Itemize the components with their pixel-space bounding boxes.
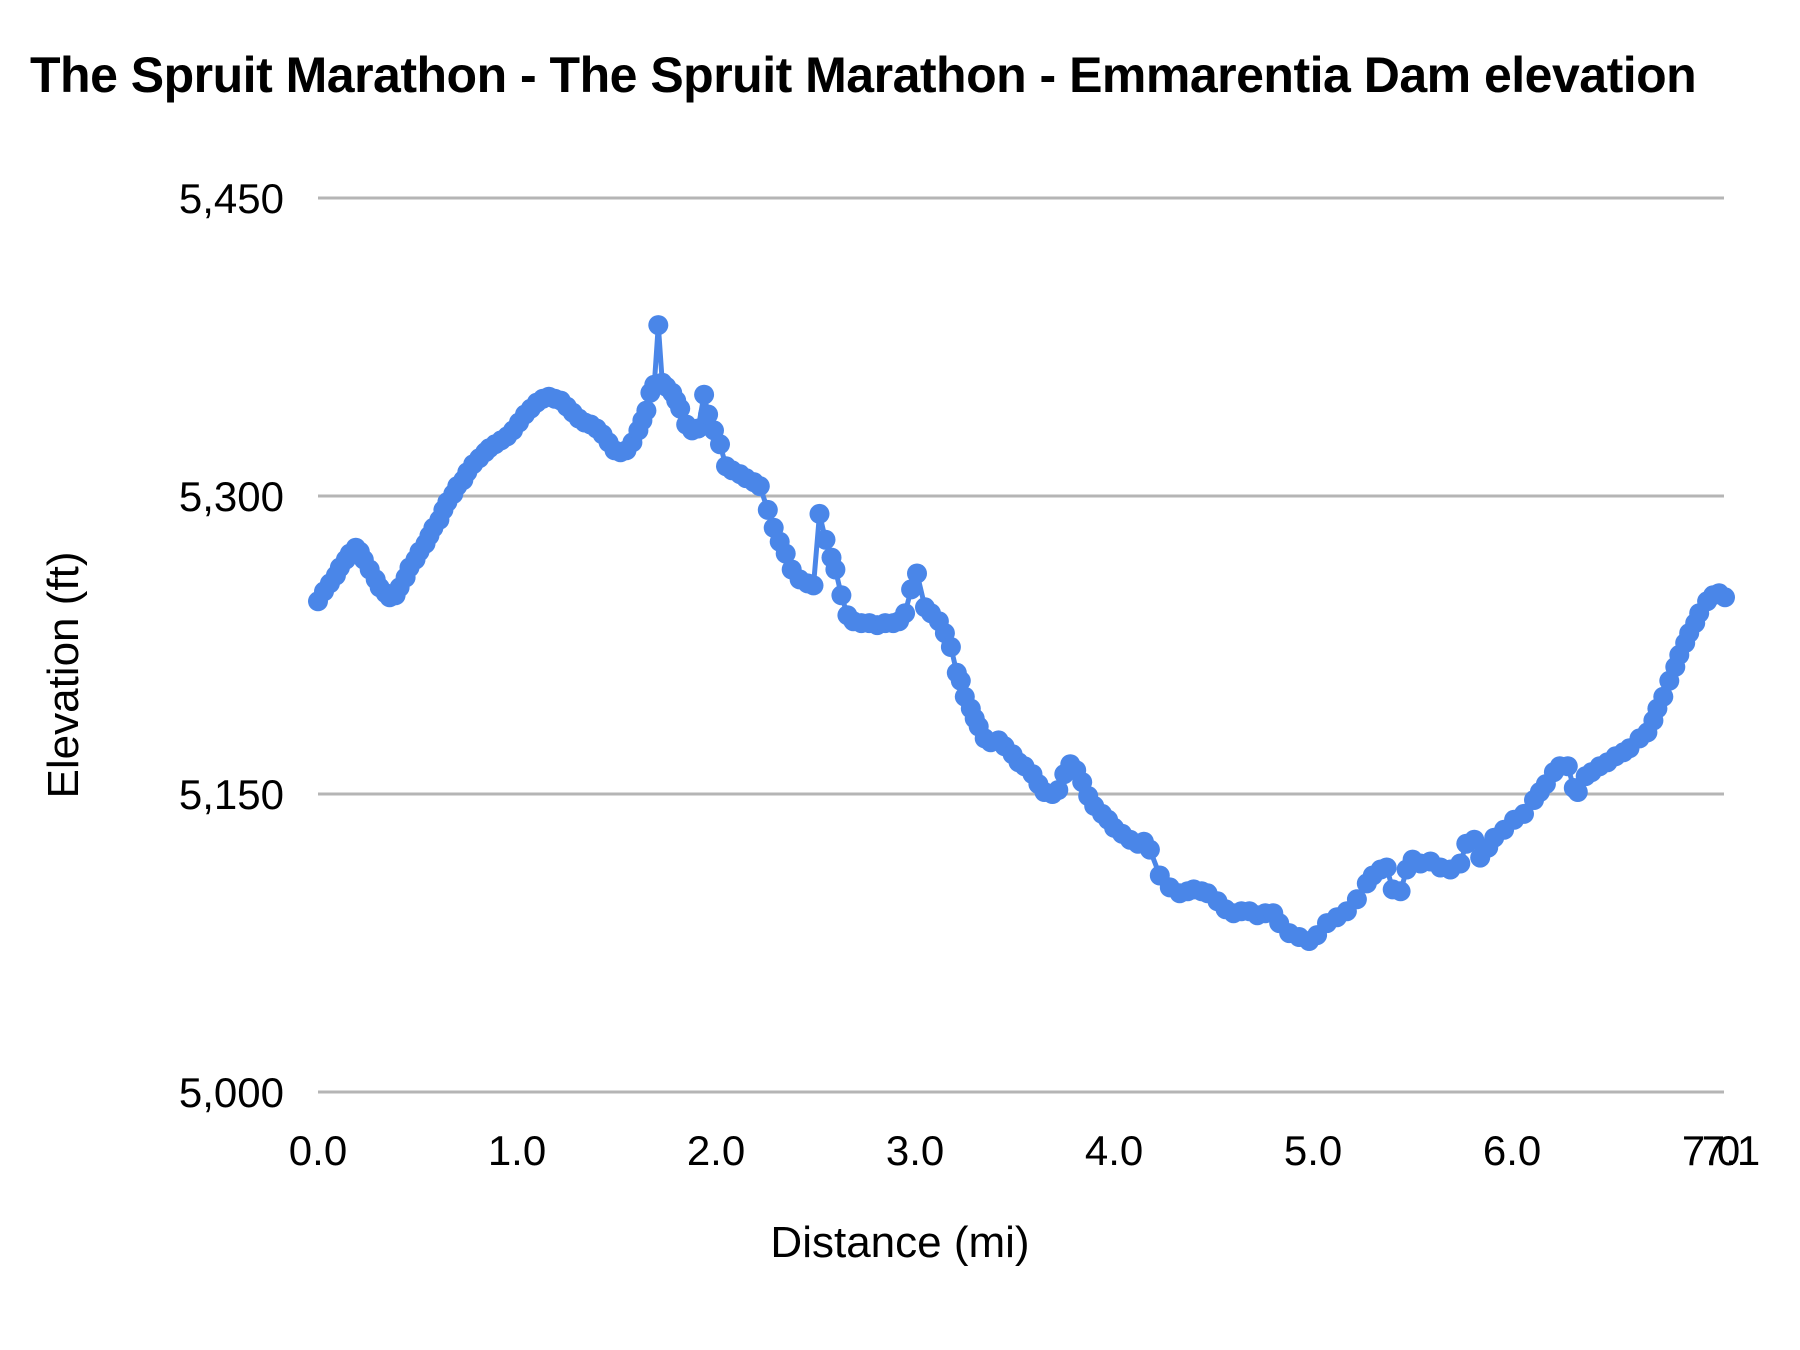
- gridlines-group: [318, 196, 1724, 1094]
- data-point[interactable]: [688, 418, 709, 439]
- data-point[interactable]: [1450, 853, 1471, 874]
- series-group: [308, 315, 1735, 951]
- x-axis-title: Distance (mi): [770, 1218, 1030, 1267]
- data-point[interactable]: [694, 384, 715, 405]
- y-axis-tick-label: 5,300: [179, 473, 284, 520]
- data-point[interactable]: [1048, 780, 1069, 800]
- data-point[interactable]: [831, 585, 852, 606]
- x-axis-tick-label: 5.0: [1284, 1127, 1342, 1174]
- data-point[interactable]: [670, 398, 691, 419]
- x-axis-tick-label: 4.0: [1085, 1127, 1143, 1174]
- data-point[interactable]: [1139, 839, 1160, 860]
- data-point[interactable]: [1390, 881, 1411, 902]
- chart-title: The Spruit Marathon - The Spruit Maratho…: [30, 47, 1697, 103]
- data-point[interactable]: [757, 499, 778, 520]
- data-point[interactable]: [749, 476, 770, 497]
- data-point[interactable]: [1376, 857, 1397, 878]
- data-point[interactable]: [1653, 686, 1674, 707]
- x-axis-tick-label: 0.0: [289, 1127, 347, 1174]
- y-axis-title: Elevation (ft): [39, 552, 88, 799]
- data-point[interactable]: [895, 603, 916, 624]
- data-point[interactable]: [1346, 889, 1367, 910]
- x-axis-tick-label: 3.0: [886, 1127, 944, 1174]
- data-point[interactable]: [1514, 803, 1534, 824]
- x-axis-tick-label: 7.1: [1702, 1127, 1760, 1174]
- data-point[interactable]: [775, 543, 796, 564]
- x-axis-tick-label: 7.0: [1682, 1127, 1740, 1174]
- x-axis-tick-labels: 0.0 1.0 2.0 3.0 4.0 5.0 6.0 7.07.1: [289, 1127, 1760, 1174]
- y-axis-tick-label: 5,150: [179, 771, 284, 818]
- y-axis-tick-labels: 5,450 5,300 5,150 5,000: [179, 175, 284, 1116]
- data-point[interactable]: [698, 404, 719, 425]
- data-point[interactable]: [815, 529, 836, 550]
- data-point[interactable]: [648, 315, 669, 336]
- data-point[interactable]: [825, 559, 846, 580]
- data-point[interactable]: [803, 575, 824, 596]
- x-axis-tick-label: 2.0: [687, 1127, 745, 1174]
- data-point[interactable]: [636, 400, 657, 421]
- data-point[interactable]: [940, 637, 961, 657]
- data-point[interactable]: [901, 579, 922, 600]
- data-point[interactable]: [809, 503, 830, 524]
- data-point[interactable]: [950, 670, 971, 691]
- data-point[interactable]: [1567, 782, 1588, 802]
- y-axis-tick-label: 5,450: [179, 175, 284, 222]
- data-point[interactable]: [1715, 587, 1735, 608]
- y-axis-tick-label: 5,000: [179, 1069, 284, 1116]
- data-point[interactable]: [710, 434, 730, 455]
- x-axis-tick-label: 6.0: [1483, 1127, 1541, 1174]
- data-point[interactable]: [907, 563, 927, 584]
- data-point[interactable]: [1557, 756, 1578, 777]
- x-axis-tick-label: 1.0: [488, 1127, 546, 1174]
